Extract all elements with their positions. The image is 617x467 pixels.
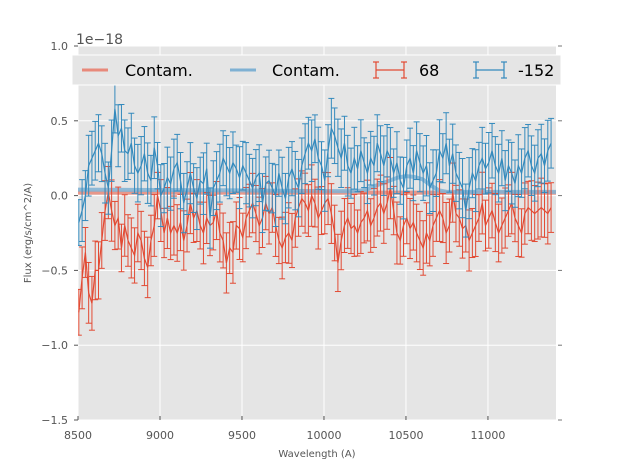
legend-item-68: 68 xyxy=(373,61,439,80)
plot-background xyxy=(78,46,556,420)
x-tick-label: 11000 xyxy=(470,429,505,442)
legend-label-contam-152: Contam. xyxy=(272,61,340,80)
grid xyxy=(77,45,556,421)
series-line--152 xyxy=(78,108,552,223)
legend-label-152: -152 xyxy=(518,61,554,80)
y-tick-label: 0.5 xyxy=(51,115,69,128)
series-layer xyxy=(78,84,556,336)
series-line-68 xyxy=(78,187,552,313)
y-tick-label: −0.5 xyxy=(41,264,68,277)
legend: Contam. Contam. 68 xyxy=(71,54,562,86)
x-tick-label: 10000 xyxy=(306,429,341,442)
ticks: 8500 9000 9500 10000 10500 11000 −1.5 −1.0 −0.5 0… xyxy=(41,40,562,442)
x-axis-label: Wavelength (A) xyxy=(278,449,355,460)
x-tick-label: 10500 xyxy=(388,429,423,442)
legend-label-contam-68: Contam. xyxy=(125,61,193,80)
y-tick-label: −1.0 xyxy=(41,339,68,352)
y-tick-label: 1.0 xyxy=(51,40,69,53)
y-tick-label: 0.0 xyxy=(51,190,69,203)
y-axis-label: Flux (erg/s/cm^2/A) xyxy=(23,183,34,283)
legend-swatch-68 xyxy=(373,61,407,79)
y-tick-label: −1.5 xyxy=(41,414,68,427)
x-tick-label: 8500 xyxy=(64,429,92,442)
legend-swatch-152 xyxy=(473,61,507,79)
legend-label-68: 68 xyxy=(419,61,439,80)
x-tick-label: 9000 xyxy=(146,429,174,442)
legend-item-contam-152: Contam. xyxy=(230,61,340,80)
legend-item-152: -152 xyxy=(473,61,554,80)
legend-item-contam-68: Contam. xyxy=(82,61,193,80)
x-tick-label: 9500 xyxy=(228,429,256,442)
series--152 xyxy=(78,84,555,249)
y-offset-label: 1e−18 xyxy=(76,32,123,48)
series-group xyxy=(78,84,556,336)
